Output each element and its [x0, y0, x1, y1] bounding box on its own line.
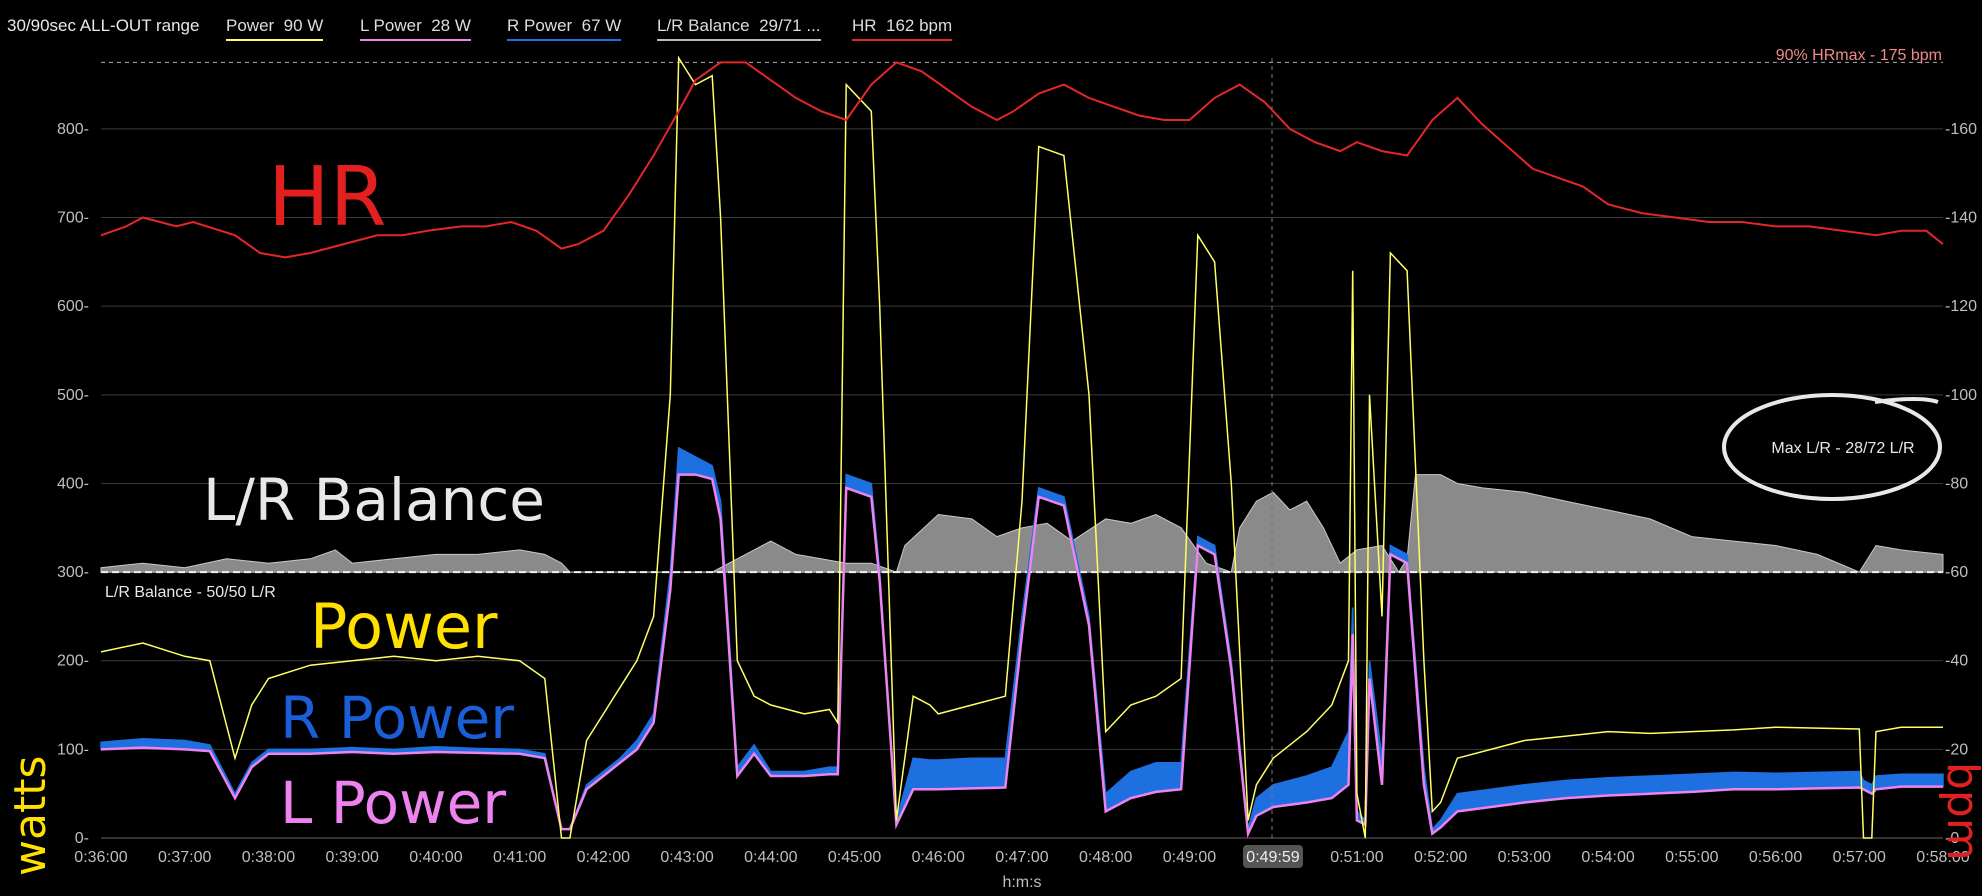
- hand-bpm: bpm: [1937, 762, 1982, 861]
- legend-balance-label: L/R Balance: [657, 16, 750, 35]
- series-hr: [100, 61, 1944, 259]
- legend-balance-swatch: [657, 39, 821, 41]
- x-tick: 0:46:00: [912, 849, 965, 866]
- x-tick: 0:38:00: [242, 849, 295, 866]
- legend-lpower-swatch: [360, 39, 471, 41]
- y-right-tick: -60: [1945, 564, 1968, 581]
- x-tick: 0:52:00: [1414, 849, 1467, 866]
- hrmax-label: 90% HRmax - 175 bpm: [1776, 47, 1942, 64]
- balance-area: [100, 474, 1944, 574]
- x-tick: 0:55:00: [1665, 849, 1718, 866]
- x-tick: 0:57:00: [1833, 849, 1886, 866]
- y-left-tick: 800-: [57, 121, 89, 138]
- hand-hr: HR: [268, 150, 387, 245]
- axis-ticks: 0- 100- 200- 300- 400- 500- 600- 700- 800- -0 -20 -…: [57, 121, 1977, 866]
- legend-lpower-label: L Power: [360, 16, 422, 35]
- max-lr-label: Max L/R - 28/72 L/R: [1771, 440, 1914, 457]
- legend-lpower-value: 28 W: [431, 16, 471, 35]
- y-left-tick: 400-: [57, 475, 89, 492]
- legend-power-swatch: [226, 39, 324, 41]
- y-right-tick: -160: [1945, 121, 1977, 138]
- legend-rpower-swatch: [507, 39, 622, 41]
- y-left-tick: 100-: [57, 741, 89, 758]
- y-left-tick: 200-: [57, 653, 89, 670]
- x-tick: 0:45:00: [828, 849, 881, 866]
- legend-hr-label: HR: [852, 16, 877, 35]
- cursor-time-badge: [1243, 845, 1303, 868]
- x-tick: 0:49:00: [1163, 849, 1216, 866]
- y-left-tick: 600-: [57, 298, 89, 315]
- legend-rpower[interactable]: R Power 67 W: [507, 16, 622, 41]
- legend-hr-value: 162 bpm: [886, 16, 953, 35]
- series-lr-balance: [100, 474, 1944, 574]
- legend-power[interactable]: Power 90 W: [226, 16, 324, 41]
- range-title: 30/90sec ALL-OUT range: [7, 16, 200, 35]
- legend-hr-swatch: [852, 39, 953, 41]
- y-right-tick: -20: [1945, 741, 1968, 758]
- x-tick: 0:56:00: [1749, 849, 1802, 866]
- legend-balance-value: 29/71 ...: [759, 16, 821, 35]
- x-tick: 0:43:00: [660, 849, 713, 866]
- y-right-tick: -80: [1945, 475, 1968, 492]
- cursor-time-label: 0:49:59: [1246, 849, 1299, 866]
- y-right-tick: -40: [1945, 653, 1968, 670]
- legend-lpower[interactable]: L Power 28 W: [360, 16, 471, 41]
- x-tick: 0:39:00: [325, 849, 378, 866]
- max-lr-circle-tail: [1874, 397, 1939, 404]
- legend-balance[interactable]: L/R Balance 29/71 ...: [657, 16, 821, 41]
- x-tick: 0:40:00: [409, 849, 462, 866]
- y-right-tick: -140: [1945, 210, 1977, 227]
- hand-rpower: R Power: [280, 684, 514, 752]
- max-lr-circle: [1722, 393, 1942, 501]
- hand-lpower: L Power: [280, 769, 506, 837]
- x-axis-title: h:m:s: [1002, 874, 1041, 891]
- hand-power: Power: [310, 590, 498, 663]
- y-right-tick: -120: [1945, 298, 1977, 315]
- hand-watts: watts: [5, 756, 56, 876]
- x-tick: 0:53:00: [1498, 849, 1551, 866]
- series-power: [100, 55, 1943, 839]
- legend-power-value: 90 W: [283, 16, 324, 35]
- legend-power-label: Power: [226, 16, 275, 35]
- balance-baseline-label: L/R Balance - 50/50 L/R: [105, 584, 276, 601]
- legend-hr[interactable]: HR 162 bpm: [852, 16, 953, 41]
- y-left-tick: 500-: [57, 387, 89, 404]
- legend-bar: 30/90sec ALL-OUT range Power 90 W L Powe…: [0, 0, 1982, 50]
- y-right-tick: -100: [1945, 387, 1977, 404]
- x-tick: 0:47:00: [995, 849, 1048, 866]
- x-tick: 0:58:00: [1916, 849, 1969, 866]
- x-tick: 0:37:00: [158, 849, 211, 866]
- y-left-tick: 300-: [57, 564, 89, 581]
- x-tick: 0:42:00: [577, 849, 630, 866]
- x-tick: 0:41:00: [493, 849, 546, 866]
- x-tick: 0:44:00: [744, 849, 797, 866]
- y-left-tick: 0-: [75, 830, 89, 847]
- hand-balance: L/R Balance: [203, 466, 545, 534]
- x-tick: 0:54:00: [1581, 849, 1634, 866]
- legend-rpower-value: 67 W: [581, 16, 622, 35]
- x-tick: 0:36:00: [74, 849, 127, 866]
- legend-rpower-label: R Power: [507, 16, 573, 35]
- y-left-tick: 700-: [57, 210, 89, 227]
- y-right-tick: -0: [1945, 830, 1959, 847]
- x-tick: 0:48:00: [1079, 849, 1132, 866]
- x-tick: 0:51:00: [1330, 849, 1383, 866]
- series-lines: [100, 55, 1944, 839]
